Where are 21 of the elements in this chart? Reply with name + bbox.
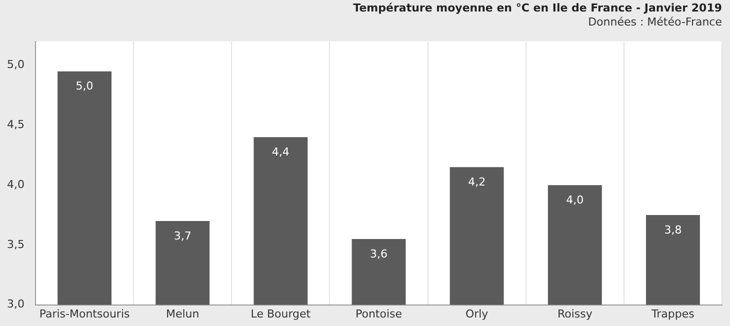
- y-tick-label: 4,0: [6, 178, 24, 191]
- y-tick-label: 5,0: [6, 58, 24, 72]
- data-label: 4,4: [272, 146, 290, 159]
- x-tick-label: Roissy: [557, 307, 593, 320]
- y-tick-label: 3,0: [6, 298, 24, 311]
- y-tick-label: 4,5: [6, 118, 24, 132]
- data-label: 4,0: [566, 193, 584, 206]
- data-label: 3,8: [664, 223, 682, 236]
- x-tick-label: Paris-Montsouris: [39, 307, 130, 320]
- x-tick-label: Orly: [465, 307, 489, 320]
- x-tick-label: Le Bourget: [250, 307, 312, 320]
- data-label: 3,6: [370, 247, 388, 260]
- y-tick-label: 3,5: [6, 238, 24, 251]
- chart-subtitle: Données : Météo-France: [588, 16, 722, 29]
- x-tick-label: Trappes: [650, 307, 695, 320]
- data-label: 4,2: [468, 175, 486, 188]
- data-label: 5,0: [76, 80, 94, 93]
- x-tick-label: Melun: [166, 307, 200, 320]
- data-label: 3,7: [174, 229, 192, 242]
- x-tick-label: Pontoise: [355, 307, 402, 320]
- chart-title: Température moyenne en °C en Ile de France - Janvier 2019: [353, 1, 722, 14]
